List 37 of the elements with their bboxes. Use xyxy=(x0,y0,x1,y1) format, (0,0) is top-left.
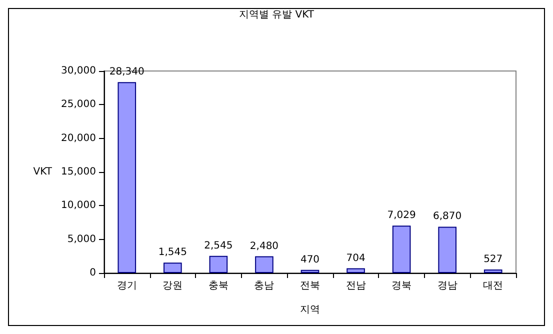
data-label: 470 xyxy=(300,254,320,266)
bar xyxy=(209,256,228,273)
y-tick-label: 20,000 xyxy=(61,132,96,144)
y-tick-label: 5,000 xyxy=(67,234,96,245)
bar xyxy=(300,270,320,273)
x-tick-label: 경남 xyxy=(437,280,458,292)
bar xyxy=(438,226,456,273)
bar xyxy=(392,226,411,273)
data-label: 1,545 xyxy=(158,247,187,258)
data-label: 704 xyxy=(346,252,366,264)
data-label: 2,545 xyxy=(204,240,233,252)
y-tick-label: 15,000 xyxy=(61,166,96,178)
x-tick-label: 전북 xyxy=(300,280,320,292)
bar xyxy=(255,256,274,273)
data-label: 7,029 xyxy=(387,210,416,222)
data-label: 6,870 xyxy=(433,211,462,222)
x-tick-label: 경북 xyxy=(392,280,412,292)
bar xyxy=(346,268,365,273)
x-tick-label: 충남 xyxy=(254,280,274,292)
y-axis-title: VKT xyxy=(33,166,53,178)
y-tick-label: 10,000 xyxy=(61,200,96,212)
y-tick-label: 0 xyxy=(90,268,96,278)
data-label: 2,480 xyxy=(250,240,279,252)
x-tick-label: 강원 xyxy=(162,280,183,292)
y-tick-label: 25,000 xyxy=(61,99,96,110)
data-label: 527 xyxy=(484,254,503,265)
y-tick-label: 30,000 xyxy=(61,66,96,76)
x-tick-label: 충북 xyxy=(208,280,228,292)
chart-title: 지역별 유발 VKT xyxy=(238,10,315,20)
bar xyxy=(484,269,502,273)
x-tick-label: 경기 xyxy=(116,280,137,292)
bar xyxy=(118,82,136,273)
x-tick-label: 대전 xyxy=(483,280,504,292)
x-tick-label: 전남 xyxy=(346,280,366,292)
x-axis-title: 지역 xyxy=(300,304,320,316)
data-label: 28,340 xyxy=(109,66,144,78)
bar xyxy=(164,262,182,273)
